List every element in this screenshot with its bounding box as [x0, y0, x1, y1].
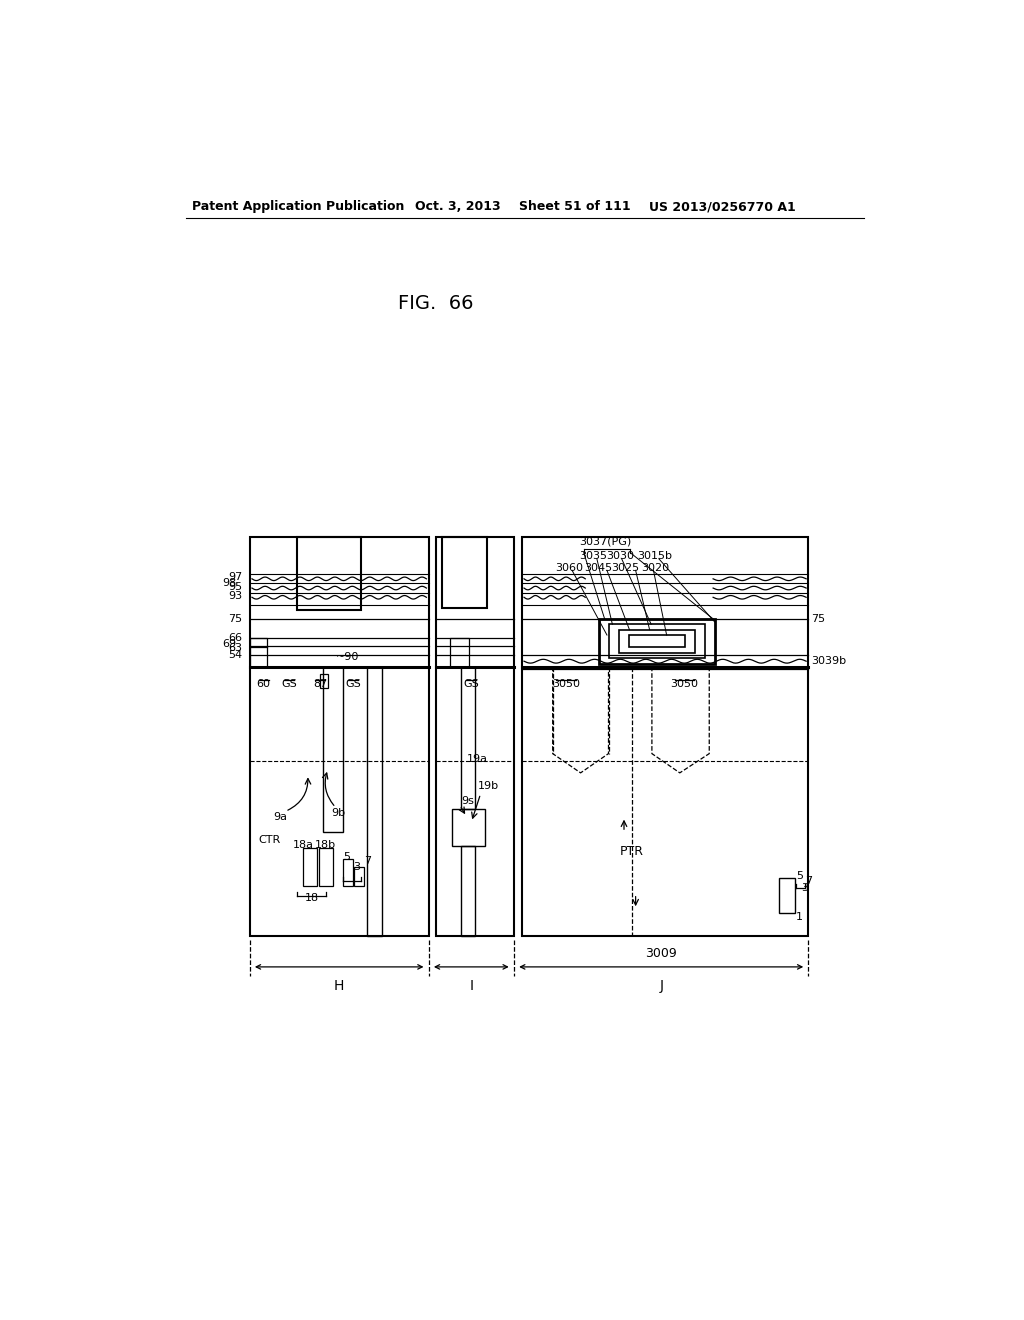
Bar: [250, 638, 266, 667]
Bar: [450, 638, 469, 667]
Text: 66: 66: [228, 634, 243, 643]
Text: CTR: CTR: [258, 834, 281, 845]
Text: 1: 1: [796, 912, 803, 921]
Text: 60: 60: [257, 678, 270, 689]
Text: 18b: 18b: [315, 841, 336, 850]
Text: 63: 63: [228, 643, 243, 653]
Text: GS: GS: [282, 678, 297, 689]
Text: Patent Application Publication: Patent Application Publication: [191, 201, 403, 214]
Text: 98: 98: [222, 578, 237, 587]
Bar: [609, 624, 706, 659]
Text: 3030: 3030: [606, 550, 634, 561]
Bar: [630, 635, 685, 647]
Bar: [461, 667, 475, 809]
Text: 95: 95: [228, 582, 243, 591]
Text: J: J: [659, 979, 664, 993]
Text: PTR: PTR: [620, 845, 644, 858]
Bar: [367, 667, 382, 936]
Bar: [436, 537, 514, 936]
Text: 69: 69: [222, 639, 237, 649]
Text: 3045: 3045: [584, 564, 611, 573]
Text: FIG.  66: FIG. 66: [397, 293, 473, 313]
Text: 3050: 3050: [552, 678, 580, 689]
Bar: [599, 619, 716, 664]
Text: 3015b: 3015b: [637, 550, 672, 561]
Text: 3009: 3009: [645, 946, 677, 960]
Text: H: H: [334, 979, 344, 993]
Bar: [318, 847, 333, 886]
Bar: [297, 537, 360, 610]
Bar: [303, 847, 317, 886]
Text: 3035: 3035: [579, 550, 607, 561]
Text: 18a: 18a: [293, 841, 313, 850]
Text: 75: 75: [228, 614, 243, 624]
Text: 3: 3: [352, 862, 359, 871]
Text: 9b: 9b: [331, 808, 345, 818]
Bar: [343, 859, 352, 886]
Text: 7: 7: [805, 876, 812, 887]
Bar: [779, 878, 795, 913]
Text: 3060: 3060: [555, 564, 583, 573]
Text: GS: GS: [345, 678, 360, 689]
Text: 75: 75: [812, 614, 825, 624]
Text: ~90: ~90: [336, 652, 359, 663]
Text: 87: 87: [313, 678, 328, 689]
Bar: [321, 675, 328, 688]
Bar: [324, 667, 343, 832]
Text: 3050: 3050: [671, 678, 698, 689]
Text: 97: 97: [228, 572, 243, 582]
Bar: [452, 809, 484, 846]
Text: 3039b: 3039b: [812, 656, 847, 667]
Text: 3: 3: [801, 883, 808, 892]
Text: 7: 7: [365, 855, 372, 866]
Text: 3037(PG): 3037(PG): [580, 537, 632, 546]
Text: 5: 5: [796, 871, 803, 880]
Text: I: I: [469, 979, 473, 993]
Text: 9s: 9s: [461, 796, 474, 807]
Text: 93: 93: [228, 591, 243, 601]
Text: 3020: 3020: [641, 564, 669, 573]
Text: GS: GS: [464, 678, 479, 689]
Text: US 2013/0256770 A1: US 2013/0256770 A1: [649, 201, 796, 214]
Bar: [521, 537, 809, 936]
Text: Oct. 3, 2013: Oct. 3, 2013: [415, 201, 501, 214]
Text: 54: 54: [228, 649, 243, 660]
Text: 5: 5: [343, 851, 350, 862]
Text: 18: 18: [304, 892, 318, 903]
Text: 9a: 9a: [273, 812, 287, 822]
Bar: [250, 537, 429, 936]
Bar: [354, 867, 364, 886]
Text: 19b: 19b: [478, 781, 500, 791]
Text: 19a: 19a: [467, 754, 487, 764]
Bar: [620, 630, 695, 653]
Bar: [442, 537, 486, 609]
Text: 3025: 3025: [611, 564, 640, 573]
Text: Sheet 51 of 111: Sheet 51 of 111: [519, 201, 631, 214]
Bar: [461, 846, 475, 936]
